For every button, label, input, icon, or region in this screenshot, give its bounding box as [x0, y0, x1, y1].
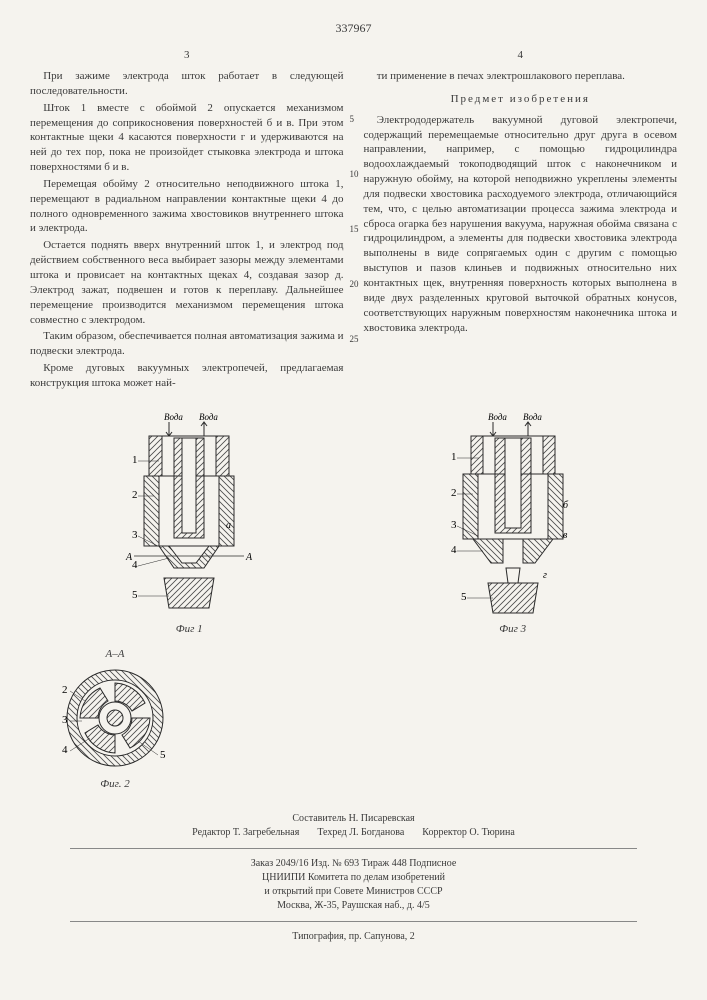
fig2-label: Фиг. 2: [60, 777, 170, 792]
imprint-4: Москва, Ж-35, Раушская наб., д. 4/5: [30, 899, 677, 913]
svg-text:2: 2: [451, 487, 457, 499]
svg-text:4: 4: [451, 544, 457, 556]
right-column: 4 ти применение в печах электрошлакового…: [364, 48, 678, 393]
line-mark: 20: [350, 278, 359, 290]
svg-text:3: 3: [451, 519, 457, 531]
imprint-2: ЦНИИПИ Комитета по делам изобретений: [30, 871, 677, 885]
credit-tehred: Техред Л. Богданова: [317, 826, 404, 840]
svg-text:5: 5: [461, 591, 467, 603]
figure-2: А–А 2 3 4 5 Фиг. 2: [60, 647, 170, 793]
left-column: 3 При зажиме электрода шток работает в с…: [30, 48, 344, 393]
figures-area: Вода Вода А А: [30, 408, 677, 793]
figure-1: Вода Вода А А: [114, 408, 264, 637]
svg-text:б: б: [563, 500, 569, 511]
left-para-6: Кроме дуговых вакуумных электропечей, пр…: [30, 361, 344, 391]
section-label: А–А: [60, 647, 170, 662]
left-col-number: 3: [30, 48, 344, 63]
left-para-3: Перемещая обойму 2 относительно неподвиж…: [30, 177, 344, 236]
line-mark: 25: [350, 333, 359, 345]
left-para-4: Остается поднять вверх внутренний шток 1…: [30, 238, 344, 327]
subject-title: Предмет изобретения: [364, 92, 678, 107]
text-columns: 3 При зажиме электрода шток работает в с…: [30, 48, 677, 393]
svg-text:1: 1: [132, 454, 138, 466]
svg-text:Вода: Вода: [488, 412, 507, 422]
svg-text:а: а: [226, 520, 231, 531]
footer: Составитель Н. Писаревская Редактор Т. З…: [30, 812, 677, 944]
svg-text:5: 5: [132, 589, 138, 601]
svg-text:Вода: Вода: [523, 412, 542, 422]
credit-sostav: Составитель Н. Писаревская: [30, 812, 677, 826]
typography: Типография, пр. Сапунова, 2: [30, 930, 677, 944]
credit-korrektor: Корректор О. Тюрина: [422, 826, 515, 840]
line-mark: 10: [350, 168, 359, 180]
left-para-2: Шток 1 вместе с обоймой 2 опускается мех…: [30, 101, 344, 175]
svg-text:2: 2: [62, 684, 68, 696]
line-mark: 15: [350, 223, 359, 235]
svg-text:Вода: Вода: [199, 412, 218, 422]
svg-text:2: 2: [132, 489, 138, 501]
svg-text:4: 4: [62, 744, 68, 756]
left-para-5: Таким образом, обеспечивается полная авт…: [30, 329, 344, 359]
svg-text:3: 3: [62, 714, 68, 726]
fig3-label: Фиг 3: [433, 622, 593, 637]
figure-3: Вода Вода 1 2 3 4: [433, 408, 593, 637]
svg-text:3: 3: [132, 529, 138, 541]
svg-text:5: 5: [160, 749, 166, 761]
right-intro: ти применение в печах электрошлакового п…: [364, 69, 678, 84]
svg-text:г: г: [543, 570, 547, 581]
imprint-1: Заказ 2049/16 Изд. № 693 Тираж 448 Подпи…: [30, 857, 677, 871]
left-para-1: При зажиме электрода шток работает в сле…: [30, 69, 344, 99]
line-mark: 5: [350, 113, 355, 125]
fig1-label: Фиг 1: [114, 622, 264, 637]
right-col-number: 4: [364, 48, 678, 63]
imprint-3: и открытий при Совете Министров СССР: [30, 885, 677, 899]
voda-label: Вода: [164, 412, 183, 422]
svg-text:в: в: [563, 530, 568, 541]
right-claim: Электрододержатель вакуумной дуговой эле…: [364, 113, 678, 336]
credit-redaktor: Редактор Т. Загребельная: [192, 826, 299, 840]
document-number: 337967: [30, 20, 677, 36]
svg-text:4: 4: [132, 559, 138, 571]
svg-text:1: 1: [451, 451, 457, 463]
svg-text:А: А: [245, 552, 253, 563]
